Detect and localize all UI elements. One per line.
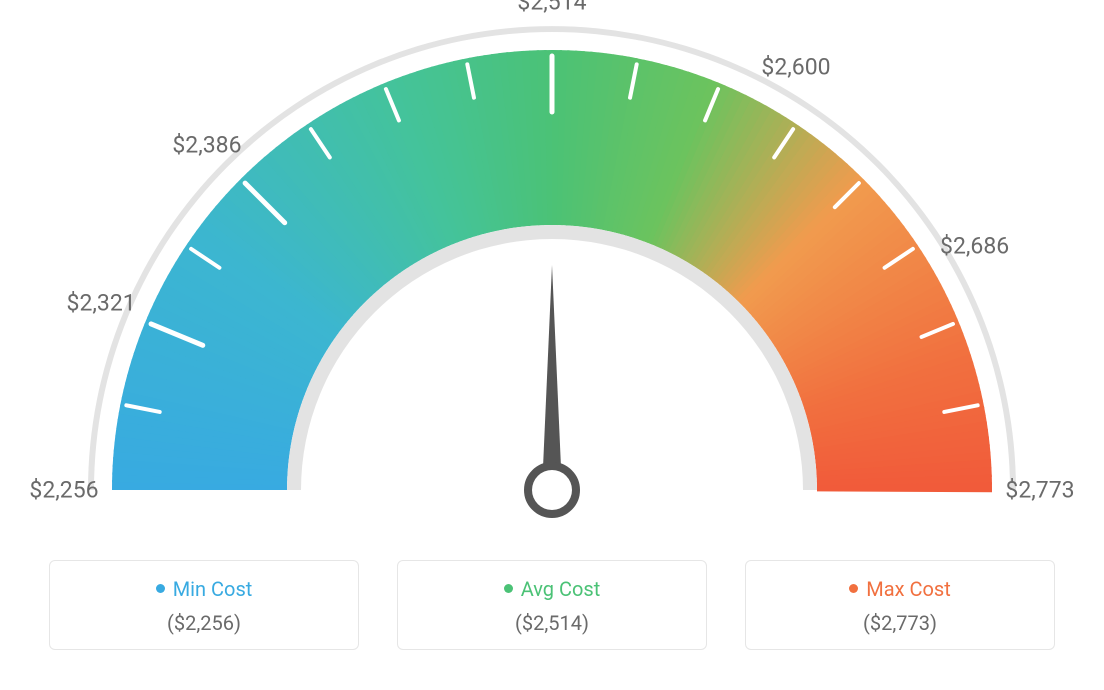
gauge-tick-label: $2,514 xyxy=(517,0,586,16)
gauge-tick-label: $2,386 xyxy=(172,131,241,158)
gauge-tick-label: $2,256 xyxy=(29,477,98,504)
legend-title-min: Min Cost xyxy=(60,577,348,601)
gauge-tick-label: $2,321 xyxy=(67,290,136,317)
legend-title-text: Avg Cost xyxy=(521,577,601,601)
legend-title-text: Max Cost xyxy=(866,577,951,601)
gauge-tick-label: $2,773 xyxy=(1005,477,1074,504)
legend-card-max: Max Cost ($2,773) xyxy=(745,560,1055,650)
cost-gauge-infographic: $2,256 $2,321 $2,386 $2,514 $2,600 $2,686 $2,7… xyxy=(0,0,1104,690)
legend-value-max: ($2,773) xyxy=(756,611,1044,635)
dot-icon xyxy=(849,584,858,593)
gauge-tick-label: $2,600 xyxy=(761,54,830,81)
legend-title-text: Min Cost xyxy=(173,577,253,601)
legend-value-avg: ($2,514) xyxy=(408,611,696,635)
legend-value-min: ($2,256) xyxy=(60,611,348,635)
legend-card-min: Min Cost ($2,256) xyxy=(49,560,359,650)
legend-row: Min Cost ($2,256) Avg Cost ($2,514) Max … xyxy=(0,560,1104,650)
gauge-area: $2,256 $2,321 $2,386 $2,514 $2,600 $2,686 $2,7… xyxy=(0,0,1104,540)
legend-card-avg: Avg Cost ($2,514) xyxy=(397,560,707,650)
gauge-tick-label: $2,686 xyxy=(940,233,1009,260)
dot-icon xyxy=(504,584,513,593)
legend-title-max: Max Cost xyxy=(756,577,1044,601)
gauge-svg xyxy=(0,0,1104,540)
legend-title-avg: Avg Cost xyxy=(408,577,696,601)
dot-icon xyxy=(156,584,165,593)
